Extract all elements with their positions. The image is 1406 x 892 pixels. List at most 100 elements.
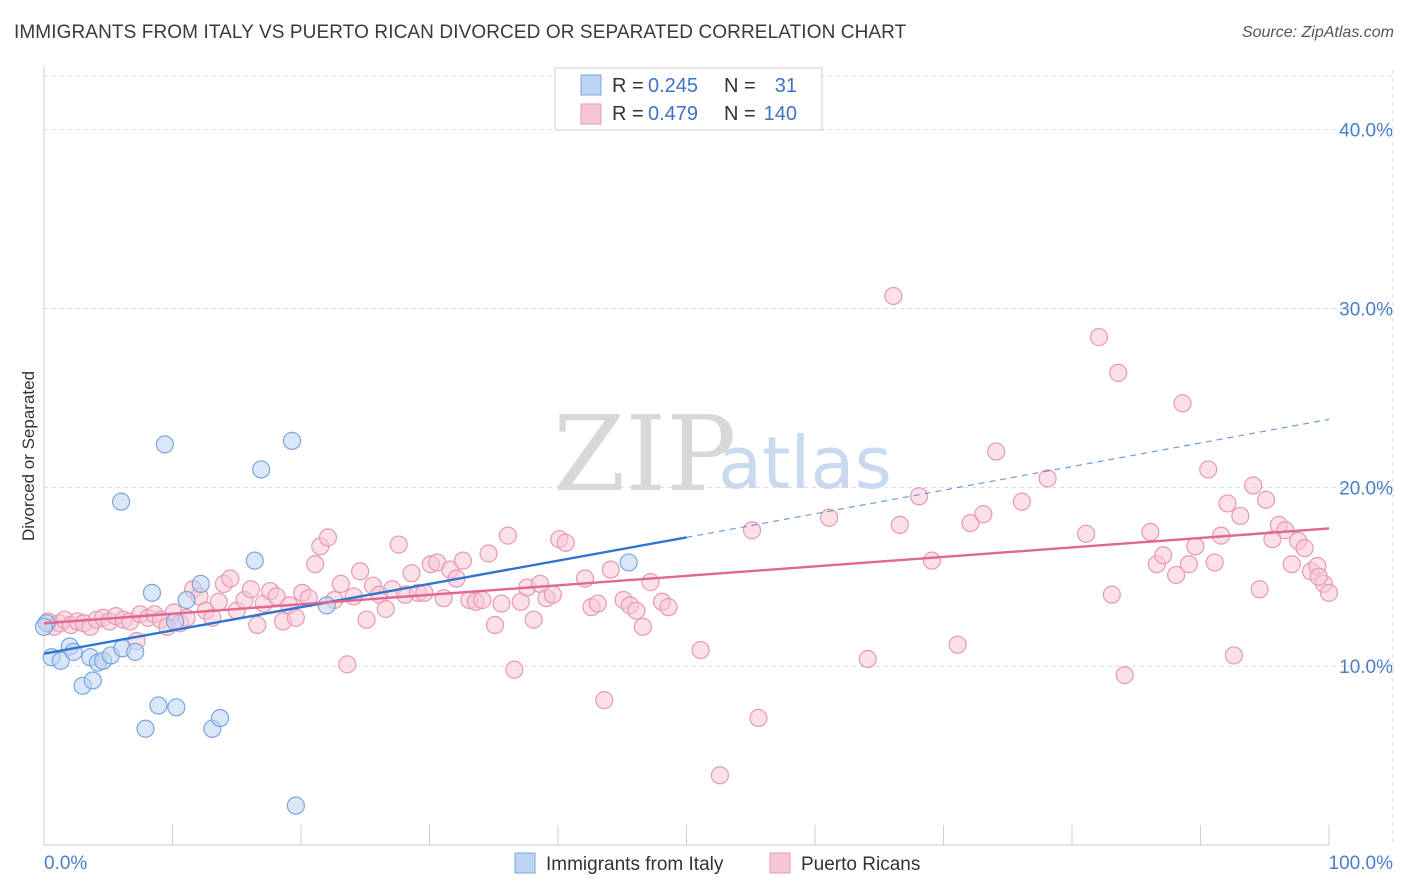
data-point-puerto-ricans xyxy=(742,521,762,540)
data-point-puerto-ricans xyxy=(659,598,678,617)
y-tick-label-1: 10.0% xyxy=(1339,657,1393,678)
series-immigrants-from-italy xyxy=(34,431,638,815)
data-point-immigrants-from-italy xyxy=(210,708,230,728)
legend-n-value-1: 31 xyxy=(775,75,797,97)
data-point-immigrants-from-italy xyxy=(282,431,302,450)
data-point-puerto-ricans xyxy=(1256,490,1276,509)
data-point-puerto-ricans xyxy=(1199,460,1218,479)
chart-source: Source: ZipAtlas.com xyxy=(1241,24,1394,41)
data-point-puerto-ricans xyxy=(1224,646,1244,665)
y-axis-label: Divorced or Separated xyxy=(19,371,38,541)
data-point-immigrants-from-italy xyxy=(177,590,196,610)
data-point-puerto-ricans xyxy=(1186,537,1205,556)
data-point-puerto-ricans xyxy=(1173,394,1192,413)
data-point-puerto-ricans xyxy=(1244,476,1263,495)
legend-r-label-2: R = xyxy=(612,103,644,125)
data-point-puerto-ricans xyxy=(1205,553,1224,572)
legend-n-label-2: N = xyxy=(724,103,756,125)
data-point-immigrants-from-italy xyxy=(619,553,638,572)
data-point-puerto-ricans xyxy=(492,594,511,613)
data-point-puerto-ricans xyxy=(1295,539,1314,558)
data-point-puerto-ricans xyxy=(485,615,505,635)
data-point-puerto-ricans xyxy=(543,585,562,604)
data-point-puerto-ricans xyxy=(1115,666,1134,685)
data-point-immigrants-from-italy xyxy=(191,574,210,593)
data-point-puerto-ricans xyxy=(473,590,492,610)
x-tick-label-min: 0.0% xyxy=(44,853,87,874)
bottom-legend-label-pink: Puerto Ricans xyxy=(801,854,920,875)
legend-r-label-1: R = xyxy=(612,75,644,97)
data-point-puerto-ricans xyxy=(588,594,607,613)
data-point-puerto-ricans xyxy=(948,635,967,654)
data-point-puerto-ricans xyxy=(1038,469,1057,488)
data-point-puerto-ricans xyxy=(1166,565,1186,585)
bottom-legend-swatch-pink xyxy=(769,852,791,874)
legend-swatch-pink xyxy=(580,103,602,125)
data-point-immigrants-from-italy xyxy=(252,460,271,479)
data-point-puerto-ricans xyxy=(402,564,421,583)
data-point-puerto-ricans xyxy=(1089,328,1109,347)
data-point-puerto-ricans xyxy=(479,544,498,563)
series-puerto-ricans xyxy=(38,286,1339,785)
data-point-puerto-ricans xyxy=(1319,583,1339,602)
data-point-puerto-ricans xyxy=(498,526,517,545)
bottom-legend-swatch-blue xyxy=(514,852,536,874)
data-point-immigrants-from-italy xyxy=(142,583,162,602)
data-point-immigrants-from-italy xyxy=(34,617,54,636)
data-point-immigrants-from-italy xyxy=(286,796,305,815)
data-point-puerto-ricans xyxy=(858,649,877,669)
axes xyxy=(43,66,1330,846)
data-point-puerto-ricans xyxy=(505,660,524,679)
data-point-immigrants-from-italy xyxy=(155,435,174,454)
legend-r-value-2: 0.479 xyxy=(648,103,698,125)
data-point-puerto-ricans xyxy=(595,691,614,710)
data-point-puerto-ricans xyxy=(922,551,942,570)
data-point-puerto-ricans xyxy=(1141,522,1160,542)
data-point-puerto-ricans xyxy=(556,533,575,552)
data-point-puerto-ricans xyxy=(1231,506,1250,526)
data-point-puerto-ricans xyxy=(974,505,993,524)
data-point-puerto-ricans xyxy=(691,640,710,660)
trend-line-immigrants-from-italy-extension xyxy=(686,418,1330,538)
data-point-puerto-ricans xyxy=(601,560,620,579)
data-point-puerto-ricans xyxy=(710,766,730,785)
data-point-puerto-ricans xyxy=(453,551,473,570)
x-tick-label-max: 100.0% xyxy=(1329,853,1394,874)
data-point-immigrants-from-italy xyxy=(126,642,145,661)
data-point-puerto-ricans xyxy=(987,442,1006,461)
data-point-puerto-ricans xyxy=(749,708,768,728)
legend-box: R = 0.245 N = 31 R = 0.479 N = 140 xyxy=(554,67,823,131)
bottom-legend: Immigrants from Italy Puerto Ricans xyxy=(514,852,920,875)
y-tick-label-3: 30.0% xyxy=(1339,299,1393,320)
data-point-puerto-ricans xyxy=(633,617,652,636)
trend-lines xyxy=(43,418,1330,655)
data-point-puerto-ricans xyxy=(248,615,267,635)
data-point-puerto-ricans xyxy=(641,573,660,592)
data-point-puerto-ricans xyxy=(376,599,395,619)
data-point-puerto-ricans xyxy=(1102,585,1121,604)
data-point-immigrants-from-italy xyxy=(167,698,186,717)
data-point-puerto-ricans xyxy=(1154,546,1173,565)
data-point-immigrants-from-italy xyxy=(317,596,336,615)
watermark-atlas: atlas xyxy=(718,421,892,505)
data-point-puerto-ricans xyxy=(1309,567,1328,586)
watermark-zip: ZIP xyxy=(553,393,736,515)
watermark: ZIP atlas xyxy=(553,393,892,515)
data-point-immigrants-from-italy xyxy=(245,551,264,570)
data-point-puerto-ricans xyxy=(209,592,228,611)
data-point-puerto-ricans xyxy=(524,610,543,629)
trend-line-immigrants-from-italy xyxy=(43,536,687,655)
bottom-legend-label-blue: Immigrants from Italy xyxy=(546,854,724,875)
legend-n-label-1: N = xyxy=(724,75,756,97)
data-point-immigrants-from-italy xyxy=(136,719,155,738)
legend-n-value-2: 140 xyxy=(764,103,797,125)
data-point-puerto-ricans xyxy=(1012,492,1031,511)
data-point-puerto-ricans xyxy=(1077,524,1096,543)
data-point-immigrants-from-italy xyxy=(51,651,70,670)
data-point-puerto-ricans xyxy=(306,555,325,574)
data-point-puerto-ricans xyxy=(286,608,305,627)
chart-title: IMMIGRANTS FROM ITALY VS PUERTO RICAN DI… xyxy=(14,22,907,43)
legend-swatch-blue xyxy=(580,74,602,96)
data-point-puerto-ricans xyxy=(890,515,909,534)
